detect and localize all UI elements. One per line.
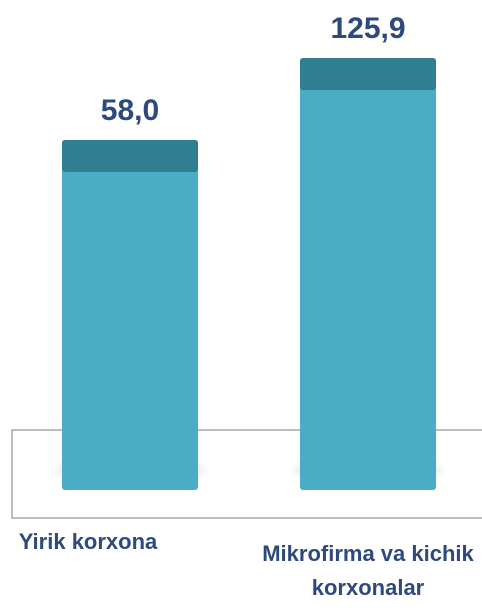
bar bbox=[300, 58, 436, 490]
bar-cap bbox=[62, 139, 198, 172]
bar bbox=[62, 139, 198, 490]
floor bbox=[11, 429, 482, 519]
value-label: 58,0 bbox=[101, 94, 159, 127]
value-label: 125,9 bbox=[330, 12, 405, 45]
x-tick-label: Yirik korxona bbox=[18, 529, 158, 554]
x-tick-label: Mikrofirma va kichik korxonalar bbox=[262, 541, 474, 600]
bar-cap bbox=[300, 58, 436, 91]
